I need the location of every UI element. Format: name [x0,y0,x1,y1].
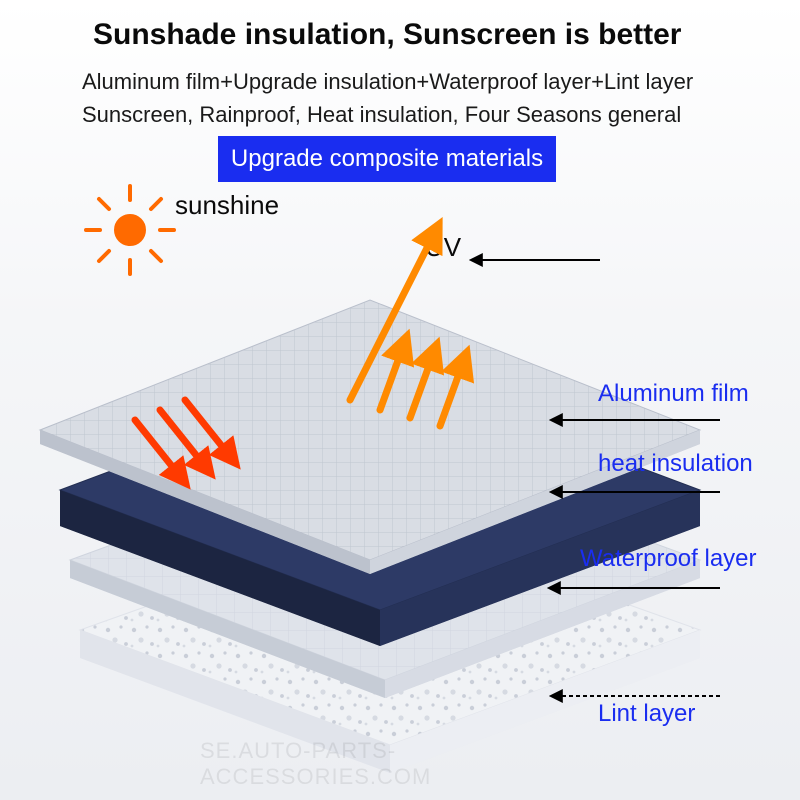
infographic-canvas: Sunshade insulation, Sunscreen is better… [0,0,800,800]
label-waterproof: Waterproof layer [580,545,757,573]
sun-icon [86,186,174,274]
label-aluminum-film: Aluminum film [598,380,749,408]
watermark-text: SE.AUTO-PARTS-ACCESSORIES.COM [200,738,600,790]
label-lint: Lint layer [598,700,695,728]
label-heat-insulation: heat insulation [598,450,753,478]
